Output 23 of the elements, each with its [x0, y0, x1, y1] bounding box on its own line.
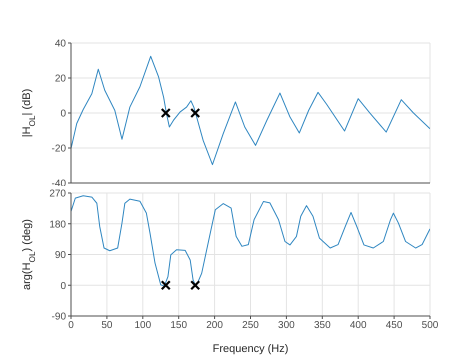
x-tick-label: 0 — [68, 320, 74, 332]
x-tick-label: 100 — [134, 320, 152, 332]
y-tick-label: -90 — [52, 312, 66, 323]
y-tick-label: 40 — [54, 38, 66, 50]
y-tick-label: 180 — [49, 219, 66, 230]
x-tick-label: 350 — [314, 320, 332, 332]
x-tick-label: 250 — [242, 320, 260, 332]
x-tick-label: 200 — [206, 320, 224, 332]
y-tick-label: 90 — [54, 250, 66, 262]
x-tick-label: 500 — [422, 320, 439, 332]
x-tick-label: 450 — [386, 320, 403, 332]
line-series — [71, 195, 430, 288]
y-tick-label: 20 — [54, 74, 66, 85]
y-tick-label: 0 — [60, 108, 66, 120]
y-tick-label: 270 — [49, 188, 66, 200]
x-tick-label: 50 — [101, 320, 113, 332]
y-tick-label: -20 — [52, 144, 66, 155]
line-series — [71, 56, 430, 166]
x-axis-title: Frequency (Hz) — [212, 343, 288, 355]
x-tick-label: 150 — [170, 320, 188, 332]
y-tick-label: 0 — [60, 280, 66, 292]
x-tick-label: 300 — [278, 320, 296, 332]
x-tick-label: 400 — [350, 320, 367, 332]
